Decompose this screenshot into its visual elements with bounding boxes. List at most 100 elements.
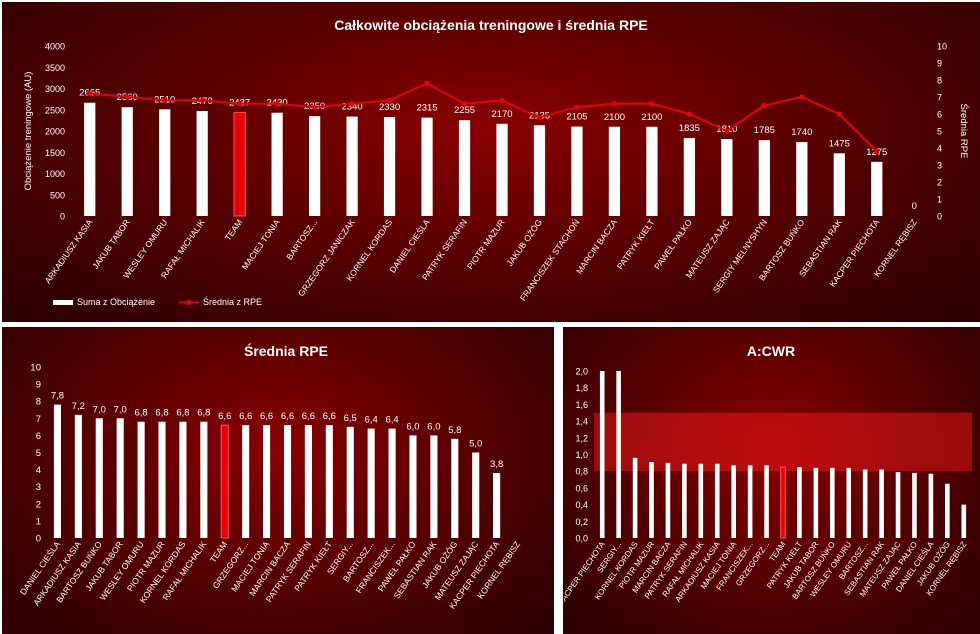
category-label: PATRYK KIEŁT: [615, 217, 657, 271]
bar: [325, 425, 333, 538]
bar: [159, 109, 171, 216]
bar: [833, 153, 845, 216]
data-label: 6,4: [385, 415, 398, 426]
data-label: 1740: [791, 127, 812, 138]
y2-tick-label: 5: [937, 127, 942, 137]
data-label: 2340: [342, 102, 363, 113]
bar: [304, 425, 312, 538]
data-label: 5,8: [448, 425, 461, 436]
rpe-point: [686, 111, 692, 117]
legend-bar-label: Suma z Obciążenie: [77, 297, 155, 307]
bar: [196, 111, 208, 216]
rpe-point: [649, 101, 655, 107]
bar: [945, 483, 950, 538]
data-label: 0: [912, 201, 917, 212]
data-label: 6,8: [155, 408, 168, 419]
data-label: 6,6: [281, 411, 294, 422]
bar: [912, 472, 917, 538]
y-tick-label: 0,0: [575, 534, 588, 544]
bar: [665, 462, 671, 538]
load-rpe-chart: Całkowite obciążenia treningowe i średni…: [23, 17, 970, 307]
rpe-point: [574, 104, 580, 110]
y-tick-label: 2,0: [575, 367, 588, 377]
bar: [895, 472, 901, 538]
y-tick-label: 1,6: [575, 400, 588, 410]
rpe-line: [89, 82, 878, 153]
y-tick-label: 0,4: [575, 500, 588, 510]
bar: [533, 125, 546, 216]
bar: [796, 142, 808, 216]
y-tick-label: 10: [30, 363, 41, 374]
load-rpe-chart-panel: Całkowite obciążenia treningowe i średni…: [2, 2, 980, 322]
rpe-point: [237, 101, 243, 107]
bar: [731, 465, 736, 538]
bar: [116, 418, 124, 538]
category-label: BARTOSZ...: [284, 217, 319, 261]
data-label: 5,0: [469, 439, 482, 450]
y-tick-label: 8: [36, 397, 41, 408]
bar: [714, 463, 720, 538]
category-label: ARKADIUSZ KASIA: [43, 217, 95, 285]
y-tick-label: 1,0: [575, 450, 588, 460]
data-label: 6,4: [365, 415, 378, 426]
rpe-point: [349, 101, 355, 107]
rpe-point: [386, 97, 393, 103]
y-tick-label: 1,8: [575, 383, 588, 393]
data-label: 2105: [566, 112, 587, 123]
rpe-point: [124, 94, 130, 100]
bar: [308, 116, 321, 216]
y-tick-label: 4: [36, 465, 41, 476]
bar: [496, 123, 508, 216]
data-label: 1785: [754, 125, 775, 136]
data-label: 2100: [604, 112, 625, 123]
y-tick-label: 1000: [45, 169, 65, 179]
data-label: 2330: [379, 102, 400, 113]
bar: [871, 161, 883, 216]
y-tick-label: 0,2: [575, 517, 588, 527]
rpe-point: [499, 97, 505, 103]
bar: [649, 462, 654, 538]
acwr-chart: A:CWR0,00,20,40,60,81,01,21,41,61,82,0KA…: [564, 343, 972, 607]
y-tick-label: 7: [36, 414, 41, 425]
chart-title: A:CWR: [747, 343, 795, 359]
rpe-point: [312, 104, 318, 110]
bar: [451, 438, 459, 538]
category-label: DANIEL CIEŚLA: [387, 217, 432, 275]
y-tick-label: 4000: [45, 42, 65, 52]
bar: [383, 116, 396, 216]
y-tick-label: 2500: [45, 105, 65, 115]
bar: [616, 371, 621, 538]
data-label: 6,8: [134, 408, 147, 419]
bar: [928, 473, 934, 538]
rpe-point: [874, 148, 880, 154]
team-bar: [220, 424, 229, 539]
data-label: 2170: [491, 109, 512, 120]
bar: [179, 421, 187, 538]
y2-tick-label: 3: [937, 161, 942, 171]
data-label: 2100: [641, 112, 662, 123]
data-label: 6,6: [260, 411, 273, 422]
bar: [646, 126, 658, 216]
y-tick-label: 3: [36, 482, 41, 493]
bar: [599, 371, 605, 538]
y-tick-label: 1: [36, 516, 41, 527]
data-label: 6,6: [323, 411, 336, 422]
y-axis-title: Obciążenie treningowe (AU): [23, 72, 34, 191]
data-label: 6,0: [427, 421, 440, 432]
bar: [421, 117, 433, 216]
bar: [200, 421, 208, 538]
bar: [242, 425, 250, 538]
bar: [632, 457, 638, 538]
rpe-point: [274, 101, 280, 107]
rpe-point: [536, 114, 543, 120]
data-label: 6,8: [176, 408, 189, 419]
category-label: JAKUB OŻÓG: [504, 217, 544, 268]
bar: [608, 126, 621, 216]
bar: [137, 421, 145, 538]
bar: [84, 102, 96, 216]
bar: [683, 138, 696, 216]
bar: [472, 452, 480, 538]
bar: [846, 467, 852, 538]
bar: [53, 404, 62, 538]
